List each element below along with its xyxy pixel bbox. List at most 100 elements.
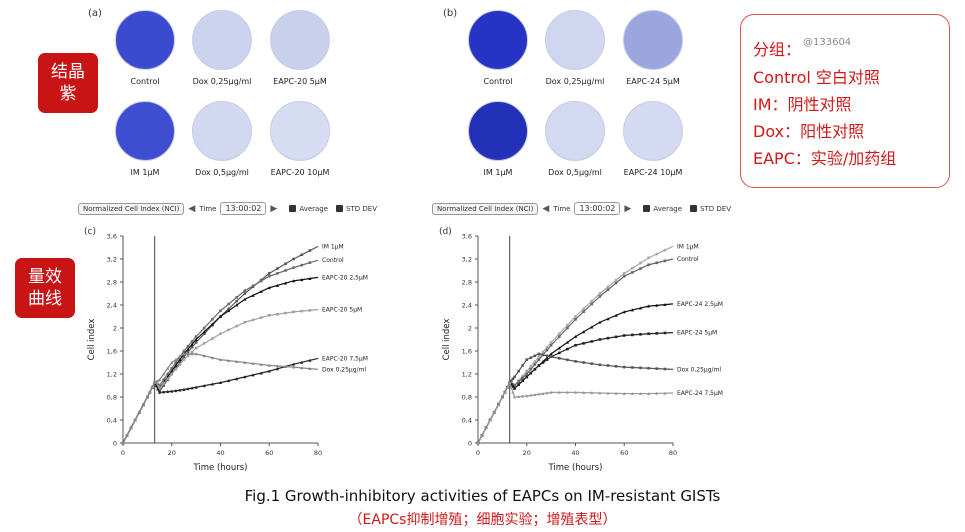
- data-point: [647, 332, 650, 336]
- series: Dox 0,25µg/ml: [476, 352, 721, 445]
- data-point: [622, 310, 626, 314]
- data-point: [194, 385, 198, 389]
- data-point: [509, 385, 513, 389]
- data-point: [243, 297, 247, 301]
- y-axis-label: Cell index: [442, 319, 452, 361]
- data-point: [545, 348, 549, 352]
- panel-label: (d): [439, 227, 452, 237]
- next-time-icon[interactable]: ▶: [270, 203, 278, 214]
- prev-time-icon[interactable]: ◀: [542, 203, 550, 214]
- dish-label: EAPC-20 5µM: [273, 77, 327, 86]
- time-value-field[interactable]: 13:00:02: [574, 202, 621, 215]
- std-dev-checkbox[interactable]: [336, 205, 344, 212]
- series-label: Dox 0,25µg/ml: [322, 366, 366, 373]
- average-checkbox[interactable]: [643, 205, 651, 212]
- next-time-icon[interactable]: ▶: [624, 203, 632, 214]
- y-tick-label: 1,6: [462, 348, 472, 356]
- series-label: Control: [677, 256, 699, 263]
- culture-dish: [270, 10, 330, 70]
- data-point: [259, 279, 263, 283]
- data-point: [638, 306, 643, 310]
- data-point: [549, 343, 553, 347]
- data-point: [529, 367, 533, 371]
- data-point: [275, 367, 279, 371]
- data-point: [308, 309, 312, 312]
- data-point: [190, 345, 194, 349]
- data-point: [533, 393, 537, 397]
- y-tick-label: 0,8: [462, 394, 472, 402]
- legend-line-control: Control 空白对照: [753, 68, 880, 87]
- data-point: [655, 332, 659, 335]
- y-tick-label: 3,2: [107, 256, 117, 264]
- data-point: [202, 332, 206, 336]
- legend-line-im: IM：阴性对照: [753, 95, 852, 114]
- data-point: [219, 332, 222, 336]
- data-point: [590, 362, 594, 365]
- nci-button[interactable]: Normalized Cell Index (NCI): [78, 202, 185, 215]
- dish-label: EAPC-20 10µM: [270, 168, 330, 177]
- data-point: [202, 384, 206, 388]
- data-point: [582, 307, 585, 311]
- data-point: [210, 382, 214, 386]
- data-point: [655, 252, 659, 256]
- data-point: [267, 274, 271, 278]
- data-point: [614, 278, 618, 282]
- average-label: Average: [299, 204, 329, 213]
- data-point: [541, 361, 545, 364]
- average-checkbox[interactable]: [289, 205, 297, 212]
- data-point: [663, 391, 667, 395]
- data-point: [174, 361, 178, 364]
- data-point: [284, 262, 287, 266]
- data-point: [606, 317, 610, 321]
- time-value-field[interactable]: 13:00:02: [220, 202, 267, 215]
- nci-button[interactable]: Normalized Cell Index (NCI): [432, 202, 539, 215]
- culture-dish: [468, 101, 528, 161]
- data-point: [529, 371, 533, 375]
- std-dev-checkbox[interactable]: [690, 205, 698, 212]
- data-point: [574, 315, 577, 318]
- data-point: [170, 366, 174, 370]
- data-point: [267, 272, 271, 275]
- data-point: [525, 394, 529, 398]
- data-point: [647, 366, 650, 370]
- cell-index-chart-d: (d) 0 0,4 0,8 1,2 1,6 2 2,4 2,8 3,2 3,6 0 20 40 60 80 Ti…: [439, 227, 723, 473]
- data-point: [510, 383, 513, 386]
- y-tick-label: 3,2: [462, 256, 472, 264]
- prev-time-icon[interactable]: ◀: [188, 203, 196, 214]
- data-point: [582, 390, 586, 394]
- data-point: [156, 379, 160, 383]
- data-point: [170, 389, 174, 393]
- data-point: [511, 383, 515, 386]
- data-point: [622, 274, 626, 278]
- data-point: [174, 358, 178, 362]
- data-point: [243, 375, 247, 379]
- panel-label-b: (b): [443, 8, 458, 19]
- data-point: [166, 366, 170, 370]
- data-point: [292, 257, 295, 261]
- data-point: [663, 259, 667, 263]
- data-point: [566, 323, 569, 327]
- data-point: [156, 387, 160, 391]
- data-point: [182, 352, 186, 356]
- data-point: [505, 385, 509, 389]
- series-line: [122, 309, 319, 444]
- data-point: [300, 309, 304, 313]
- data-point: [190, 340, 194, 343]
- series: EAPC-24 5µM: [476, 330, 717, 445]
- data-point: [235, 296, 239, 299]
- culture-dish: [192, 101, 252, 161]
- data-point: [582, 330, 586, 334]
- data-point: [511, 390, 515, 394]
- y-tick-label: 1,2: [107, 371, 117, 379]
- data-point: [655, 367, 659, 370]
- average-label: Average: [653, 204, 683, 213]
- data-point: [582, 361, 585, 364]
- data-point: [157, 390, 162, 394]
- data-point: [511, 385, 515, 388]
- series-line: [122, 245, 319, 444]
- data-point: [148, 390, 152, 394]
- data-point: [157, 378, 162, 382]
- data-point: [582, 310, 585, 314]
- data-point: [541, 353, 545, 357]
- data-point: [210, 322, 214, 326]
